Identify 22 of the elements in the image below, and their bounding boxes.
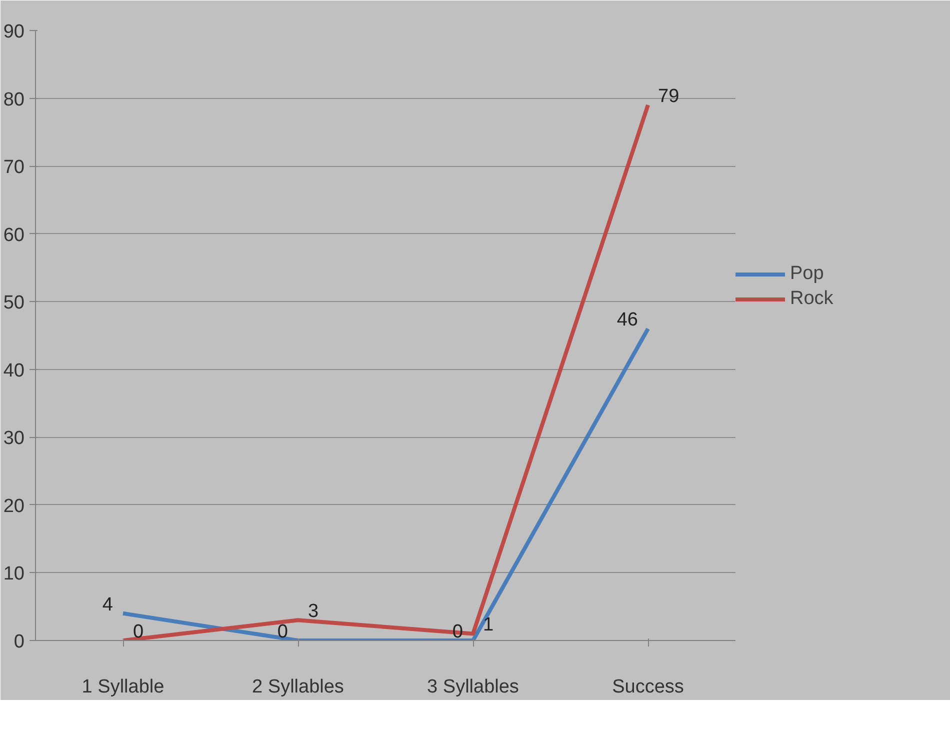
y-tick-label: 10 (3, 564, 25, 585)
data-label: 1 (483, 614, 494, 636)
y-tick-label: 40 (3, 360, 25, 382)
y-tick-label: 30 (3, 428, 25, 450)
y-tick-label: 60 (3, 224, 25, 246)
data-label: 3 (308, 601, 319, 622)
y-tick-label: 70 (3, 157, 25, 178)
data-label: 4 (102, 594, 114, 616)
x-tick-label: Success (612, 676, 684, 698)
data-label: 79 (658, 86, 680, 108)
y-tick-label: 20 (3, 496, 25, 517)
x-tick-label: 3 Syllables (427, 676, 519, 698)
y-tick-label: 0 (14, 632, 25, 652)
y-tick-label: 80 (3, 89, 25, 110)
x-tick-label: 2 Syllables (252, 676, 344, 698)
data-label: 46 (616, 310, 638, 331)
line-series (121, 103, 650, 640)
y-tick-label: 90 (3, 22, 25, 42)
legend-label: Rock (790, 288, 834, 310)
legend-label: Pop (790, 263, 824, 285)
x-tick-label: 1 Syllable (82, 676, 164, 698)
y-tick-label: 50 (3, 292, 25, 314)
